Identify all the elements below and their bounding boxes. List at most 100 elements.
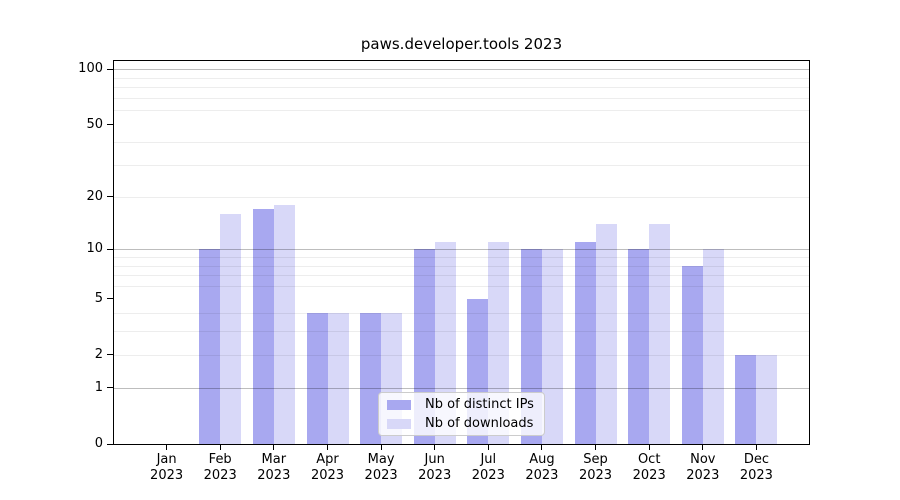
y-tick-label-0: 0: [94, 436, 103, 451]
x-tick-month: Oct: [637, 452, 661, 467]
x-tick-year: 2023: [686, 468, 720, 483]
bar-downloads-sep: [595, 224, 617, 444]
x-tick-month: Nov: [690, 452, 716, 467]
x-tick-month: Feb: [208, 452, 232, 467]
legend-swatch-distinct-ips-icon: [387, 399, 411, 410]
bar-downloads-apr: [327, 313, 349, 444]
x-tick-year: 2023: [632, 468, 666, 483]
x-tick-label-sep: Sep 2023: [564, 452, 628, 484]
x-tick-year: 2023: [310, 468, 345, 483]
bar-distinct-ips-sep: [574, 242, 596, 444]
x-tick-mark-nov: [702, 445, 704, 450]
x-tick-mark-apr: [327, 445, 328, 450]
bar-downloads-nov: [702, 249, 724, 444]
x-tick-year: 2023: [471, 468, 505, 483]
minor-gridline-90: [114, 77, 809, 79]
minor-gridline-70: [114, 97, 809, 99]
bar-downloads-aug: [541, 249, 563, 444]
minor-gridline-9: [114, 257, 809, 258]
major-gridline-1: [114, 387, 809, 389]
legend: Nb of distinct IPs Nb of downloads: [378, 392, 545, 436]
x-tick-label-oct: Oct 2023: [617, 452, 681, 484]
y-tick-mark-50: [107, 124, 113, 126]
x-tick-label-apr: Apr 2023: [296, 452, 360, 484]
x-tick-year: 2023: [525, 468, 559, 483]
y-tick-label-5: 5: [94, 290, 103, 306]
x-tick-mark-feb: [219, 445, 221, 450]
bar-distinct-ips-apr: [306, 313, 328, 444]
y-tick-mark-100: [107, 68, 113, 70]
y-tick-mark-5: [107, 298, 113, 299]
x-tick-year: 2023: [364, 468, 398, 483]
minor-gridline-6: [114, 286, 809, 287]
x-tick-label-jun: Jun 2023: [403, 452, 467, 484]
x-tick-month: Dec: [743, 452, 769, 467]
x-tick-month: Jan: [156, 452, 177, 467]
x-tick-mark-jul: [487, 445, 489, 450]
bar-distinct-ips-mar: [252, 209, 274, 444]
y-tick-label-100: 100: [78, 61, 103, 77]
x-tick-month: Sep: [583, 452, 608, 467]
major-gridline-100: [114, 69, 809, 71]
y-tick-label-2: 2: [94, 346, 103, 362]
x-tick-label-jul: Jul 2023: [456, 452, 520, 484]
x-tick-year: 2023: [257, 468, 291, 483]
legend-label-downloads: Nb of downloads: [425, 416, 534, 431]
x-tick-label-dec: Dec 2023: [724, 452, 788, 484]
minor-gridline-40: [114, 142, 809, 144]
x-tick-month: Aug: [529, 452, 555, 467]
y-tick-label-1: 1: [94, 379, 103, 395]
minor-gridline-20: [114, 196, 809, 198]
x-tick-month: Jun: [424, 452, 445, 467]
x-tick-month: Mar: [261, 452, 287, 467]
minor-gridline-80: [114, 87, 809, 89]
minor-gridline-8: [114, 265, 809, 267]
y-tick-mark-10: [107, 248, 113, 250]
minor-gridline-2: [114, 354, 809, 356]
y-tick-mark-2: [107, 354, 113, 356]
x-tick-mark-mar: [273, 445, 275, 450]
x-tick-mark-jun: [434, 445, 436, 450]
x-tick-year: 2023: [150, 468, 184, 483]
bar-downloads-dec: [756, 354, 778, 444]
x-tick-label-mar: Mar 2023: [242, 452, 306, 484]
y-tick-label-10: 10: [86, 241, 103, 257]
bar-distinct-ips-feb: [199, 249, 221, 444]
x-tick-year: 2023: [739, 468, 773, 483]
bar-downloads-mar: [273, 204, 295, 444]
x-tick-label-jan: Jan 2023: [135, 452, 199, 484]
gridlines-layer: [114, 61, 809, 444]
x-tick-mark-jan: [166, 445, 168, 450]
legend-swatch-downloads-icon: [387, 418, 411, 429]
chart-title: paws.developer.tools 2023: [360, 35, 563, 53]
bar-distinct-ips-may: [360, 313, 382, 444]
major-gridline-10: [114, 249, 809, 251]
y-tick-label-20: 20: [86, 188, 103, 204]
legend-label-distinct-ips: Nb of distinct IPs: [425, 397, 534, 412]
minor-gridline-7: [114, 275, 809, 277]
x-tick-mark-oct: [648, 445, 650, 450]
x-tick-label-may: May 2023: [349, 452, 413, 484]
bar-distinct-ips-oct: [628, 249, 650, 444]
minor-gridline-3: [114, 331, 809, 333]
x-tick-year: 2023: [418, 468, 452, 483]
x-tick-month: Apr: [316, 452, 339, 467]
x-tick-label-aug: Aug 2023: [510, 452, 574, 484]
x-tick-label-nov: Nov 2023: [671, 452, 735, 484]
x-tick-mark-may: [380, 445, 382, 450]
x-tick-year: 2023: [578, 468, 613, 483]
y-tick-mark-0: [107, 443, 113, 445]
minor-gridline-4: [114, 313, 809, 315]
x-tick-month: Jul: [480, 452, 497, 467]
plot-area: [113, 60, 810, 445]
minor-gridline-60: [114, 110, 809, 112]
bar-downloads-oct: [649, 224, 671, 444]
y-tick-label-50: 50: [86, 116, 103, 132]
legend-item-distinct-ips: Nb of distinct IPs: [387, 397, 536, 412]
x-tick-mark-sep: [595, 445, 596, 450]
x-tick-mark-aug: [541, 445, 543, 450]
x-tick-label-feb: Feb 2023: [188, 452, 252, 484]
minor-gridline-30: [114, 165, 809, 167]
x-tick-month: May: [367, 452, 395, 467]
